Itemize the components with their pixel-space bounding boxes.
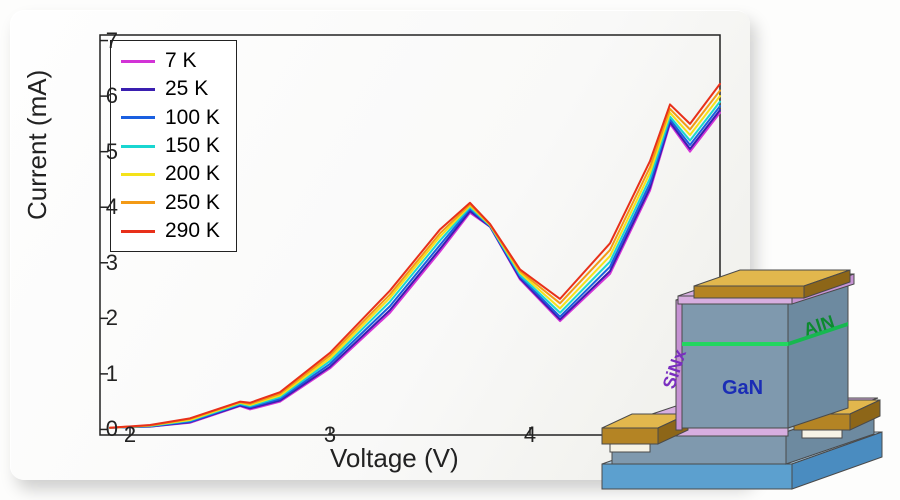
- legend-swatch: [121, 145, 155, 148]
- xtick: 3: [324, 422, 336, 448]
- ytick: 3: [88, 250, 118, 276]
- legend-label: 150 K: [165, 132, 220, 160]
- legend-swatch: [121, 60, 155, 63]
- legend-label: 250 K: [165, 189, 220, 217]
- legend-item: 25 K: [121, 75, 220, 103]
- mesa-front: [680, 304, 788, 428]
- legend-item: 100 K: [121, 104, 220, 132]
- ytick: 0: [88, 416, 118, 442]
- legend-label: 200 K: [165, 160, 220, 188]
- ytick: 5: [88, 139, 118, 165]
- legend-label: 290 K: [165, 217, 220, 245]
- legend-item: 290 K: [121, 217, 220, 245]
- label-gan: GaN: [722, 377, 763, 399]
- legend: 7 K25 K100 K150 K200 K250 K290 K: [110, 40, 237, 252]
- legend-item: 150 K: [121, 132, 220, 160]
- legend-item: 200 K: [121, 160, 220, 188]
- ytick: 7: [88, 28, 118, 54]
- legend-swatch: [121, 116, 155, 119]
- legend-swatch: [121, 88, 155, 91]
- top-pad-front: [694, 286, 804, 298]
- legend-label: 100 K: [165, 104, 220, 132]
- pad-inner: [610, 444, 650, 452]
- legend-swatch: [121, 230, 155, 233]
- y-axis-label: Current (mA): [22, 70, 53, 220]
- ytick: 4: [88, 194, 118, 220]
- legend-swatch: [121, 173, 155, 176]
- x-axis-label: Voltage (V): [330, 443, 459, 474]
- pad-front: [602, 428, 658, 444]
- xtick: 2: [124, 422, 136, 448]
- legend-swatch: [121, 201, 155, 204]
- substrate-front: [602, 464, 792, 489]
- mesa-side: [788, 284, 848, 428]
- xtick: 4: [524, 422, 536, 448]
- legend-label: 7 K: [165, 47, 197, 75]
- ytick: 1: [88, 361, 118, 387]
- pad-inner: [802, 430, 842, 438]
- legend-item: 7 K: [121, 47, 220, 75]
- legend-item: 250 K: [121, 189, 220, 217]
- ytick: 2: [88, 305, 118, 331]
- legend-label: 25 K: [165, 75, 208, 103]
- device-svg: SiNxGaNAlN: [582, 214, 892, 494]
- device-3d: SiNxGaNAlN: [582, 214, 892, 494]
- aln-front: [682, 342, 788, 346]
- ytick: 6: [88, 83, 118, 109]
